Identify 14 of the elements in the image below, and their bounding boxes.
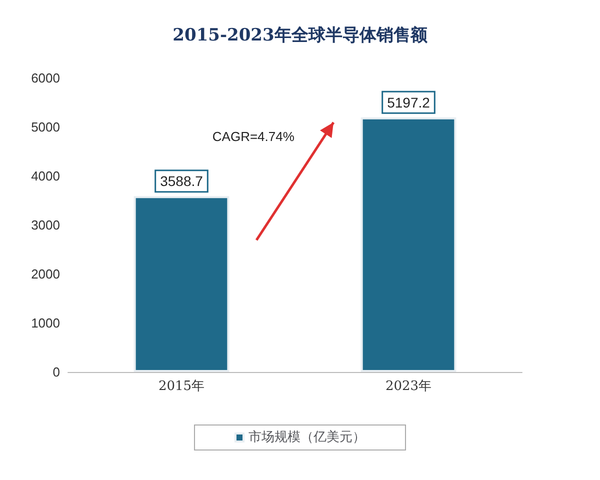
data-label: 5197.2 <box>387 94 430 110</box>
legend-label: 市场规模（亿美元） <box>248 429 366 445</box>
x-tick-label: 2023年 <box>385 379 432 394</box>
y-tick-label: 0 <box>52 364 60 380</box>
y-tick-label: 1000 <box>31 316 60 330</box>
y-tick-label: 3000 <box>31 218 60 232</box>
y-tick-label: 6000 <box>31 70 60 86</box>
data-label: 3588.7 <box>160 173 204 190</box>
annotation: CAGR=4.74% <box>212 129 295 144</box>
y-tick-label: 5000 <box>31 120 60 134</box>
chart-title: 2015-2023年全球半导体销售额 <box>172 26 428 46</box>
y-tick-label: 2000 <box>31 266 60 282</box>
x-tick-label: 2015年 <box>158 379 205 394</box>
y-tick-label: 4000 <box>31 168 60 184</box>
